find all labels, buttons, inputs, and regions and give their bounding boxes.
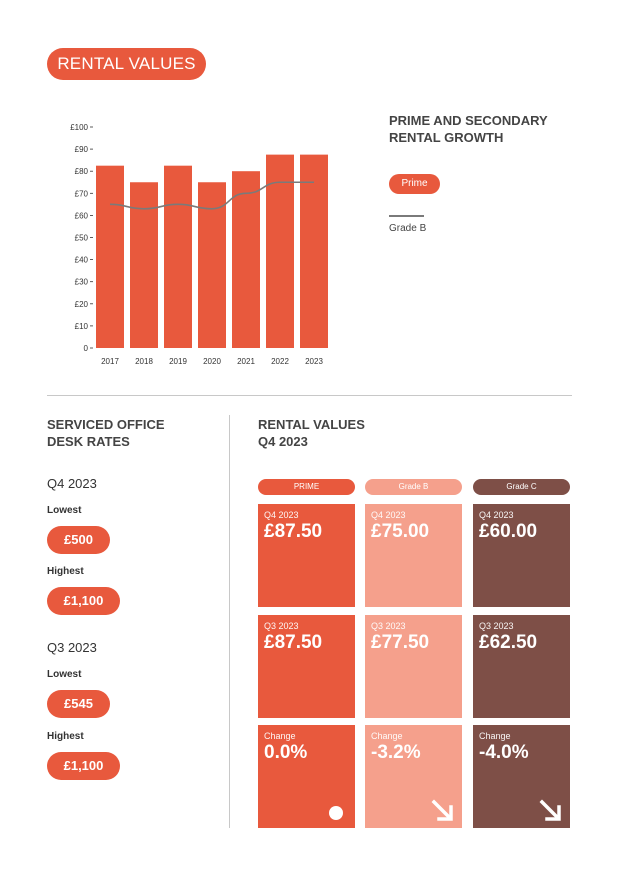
tile-value: £77.50 (371, 632, 430, 653)
section-title-pill: RENTAL VALUES (47, 48, 206, 80)
y-tick-label: £100 (70, 123, 88, 132)
tile-label: Q4 2023 (371, 510, 406, 520)
arrow-down-right-icon (539, 799, 561, 821)
bar-prime (232, 171, 260, 348)
tile-value: £75.00 (371, 521, 430, 542)
y-tick-label: £20 (75, 300, 89, 309)
q3-highest-label: Highest (47, 731, 84, 742)
column-header-grade-c: Grade C (473, 479, 570, 495)
q4-quarter-label: Q4 2023 (47, 476, 97, 491)
y-tick-label: £90 (75, 145, 89, 154)
y-tick-label: £10 (75, 322, 89, 331)
q4-lowest-label: Lowest (47, 505, 82, 516)
q3-lowest-label: Lowest (47, 669, 82, 680)
bar-prime (300, 154, 328, 348)
tile-label: Q4 2023 (479, 510, 514, 520)
horizontal-divider (47, 395, 572, 396)
x-tick-label: 2018 (135, 357, 153, 366)
y-tick-label: £30 (75, 278, 89, 287)
tile-value: £87.50 (264, 632, 323, 653)
vertical-divider (229, 415, 230, 828)
legend-grade-b: Grade B (389, 223, 427, 234)
arrow-down-right-icon (431, 799, 453, 821)
tile-value: 0.0% (264, 742, 308, 763)
q3-lowest-pill: £545 (47, 690, 110, 718)
x-tick-label: 2023 (305, 357, 323, 366)
tile-prime-change: Change 0.0% (258, 725, 355, 828)
x-tick-label: 2019 (169, 357, 187, 366)
bar-prime (96, 165, 124, 348)
bar-prime (198, 182, 226, 348)
serviced-title-line2: DESK RATES (47, 434, 130, 449)
tile-grade-b-q3: Q3 2023 £77.50 (365, 615, 462, 718)
tile-grade-c-q4: Q4 2023 £60.00 (473, 504, 570, 607)
legend-grade-b-line (389, 215, 424, 217)
dot-icon (329, 806, 343, 820)
tile-value: £60.00 (479, 521, 538, 542)
q4-lowest-pill: £500 (47, 526, 110, 554)
tile-grade-c-change: Change -4.0% (473, 725, 570, 828)
tile-label: Change (371, 731, 403, 741)
tile-value: -4.0% (479, 742, 529, 763)
y-tick-label: £40 (75, 256, 89, 265)
tile-label: Q3 2023 (264, 621, 299, 631)
tile-grade-b-change: Change -3.2% (365, 725, 462, 828)
rental-values-q4-title: RENTAL VALUES Q4 2023 (258, 416, 365, 450)
q3-quarter-label: Q3 2023 (47, 640, 97, 655)
y-tick-label: 0 (84, 344, 89, 353)
chart-title: PRIME AND SECONDARY RENTAL GROWTH (389, 113, 548, 145)
tile-value: £87.50 (264, 521, 323, 542)
tile-label: Q3 2023 (479, 621, 514, 631)
tile-value: £62.50 (479, 632, 538, 653)
q4-highest-pill: £1,100 (47, 587, 120, 615)
y-tick-label: £80 (75, 167, 89, 176)
x-tick-label: 2022 (271, 357, 289, 366)
bar-prime (164, 165, 192, 348)
tile-value: -3.2% (371, 742, 421, 763)
y-tick-label: £50 (75, 234, 89, 243)
q3-highest-pill: £1,100 (47, 752, 120, 780)
serviced-office-title: SERVICED OFFICE DESK RATES (47, 416, 165, 450)
column-header-prime: PRIME (258, 479, 355, 495)
rental-title-line1: RENTAL VALUES (258, 417, 365, 432)
bar-prime (266, 154, 294, 348)
bar-prime (130, 182, 158, 348)
x-tick-label: 2020 (203, 357, 221, 366)
x-tick-label: 2021 (237, 357, 255, 366)
q4-highest-label: Highest (47, 566, 84, 577)
series-line-grade-b (109, 181, 314, 210)
tile-label: Change (479, 731, 511, 741)
tile-prime-q4: Q4 2023 £87.50 (258, 504, 355, 607)
x-tick-label: 2017 (101, 357, 119, 366)
serviced-title-line1: SERVICED OFFICE (47, 417, 165, 432)
tile-grade-b-q4: Q4 2023 £75.00 (365, 504, 462, 607)
tile-label: Q4 2023 (264, 510, 299, 520)
y-tick-label: £60 (75, 211, 89, 220)
rental-title-line2: Q4 2023 (258, 434, 308, 449)
column-header-grade-b: Grade B (365, 479, 462, 495)
tile-grade-c-q3: Q3 2023 £62.50 (473, 615, 570, 718)
tile-label: Change (264, 731, 296, 741)
legend-prime: Prime (389, 174, 440, 194)
tile-label: Q3 2023 (371, 621, 406, 631)
tile-prime-q3: Q3 2023 £87.50 (258, 615, 355, 718)
y-tick-label: £70 (75, 189, 89, 198)
